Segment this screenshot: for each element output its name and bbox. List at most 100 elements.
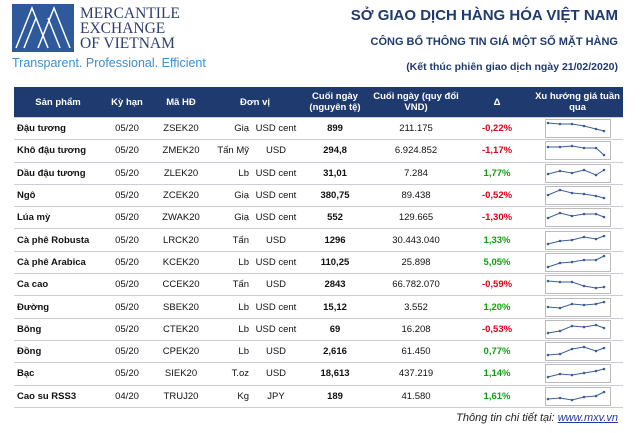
sparkline [544,230,611,250]
column-header: Đơn vị [210,87,301,118]
cell: 15,12 [300,295,371,319]
footer: Thông tin chi tiết tại: www.mxv.vn [456,412,618,424]
sparkline-dot [602,154,605,157]
cell: 1,61% [462,384,533,408]
cell: Dầu đậu tương [14,161,102,185]
cell: USD [252,139,301,163]
cell: 437.219 [370,362,463,386]
sparkline-dot [558,280,561,284]
sparkline-dot [594,370,597,373]
cell: 66.782.070 [370,273,463,297]
cell: 899 [300,116,371,141]
sparkline-dot [546,376,549,379]
cell: 552 [300,206,371,230]
sparkline-dot [558,122,561,126]
cell: CPEK20 [152,339,210,364]
cell: USD cent [252,183,301,208]
sparkline [544,141,611,161]
sparkline-dot [570,324,573,328]
sparkline-dot [546,146,549,149]
cell: USD cent [252,250,301,275]
sparkline [544,186,611,206]
cell: 110,25 [300,250,371,275]
sparkline-dot [570,238,573,241]
column-header: Cuối ngày (quy đổi VND) [370,87,463,118]
cell: Đồng [14,339,102,364]
trend-cell [532,273,624,297]
trend-cell [532,228,624,252]
sparkline-dot [582,325,585,329]
trend-cell [532,161,624,185]
cell: 31,01 [300,161,371,185]
sparkline-dot [546,397,549,401]
cell: Giạ [210,116,252,141]
sparkline [544,297,611,317]
cell: SBEK20 [152,295,210,319]
sparkline-dot [602,254,605,258]
sparkline-dot [582,303,585,306]
sparkline [544,208,611,228]
cell: ZSEK20 [152,116,210,141]
cell: 380,75 [300,183,371,208]
sparkline-dot [602,390,605,394]
sparkline-dot [570,191,573,195]
sparkline-dot [602,129,605,133]
sparkline-dot [602,326,605,330]
cell: 05/20 [102,273,152,297]
cell: USD cent [252,317,301,341]
sparkline-dot [570,145,573,148]
trend-cell [532,384,624,408]
trend-cell [532,362,624,386]
sparkline-dot [570,215,573,218]
cell: USD [252,228,301,252]
sparkline-dot [558,352,561,356]
cell: 05/20 [102,362,152,386]
sparkline-line [547,255,604,268]
data-row: Cà phê Robusta 05/20 LRCK20 Tấn USD 1296 30.44… [14,228,624,252]
sparkline-dot [546,121,549,125]
cell: -0,52% [462,183,533,208]
cell: 89.438 [370,183,463,208]
cell: 05/20 [102,317,152,341]
data-row: Cao su RSS3 04/20 TRUJ20 Kg JPY 189 41.580 1,61… [14,384,624,408]
brand-line: OF VIETNAM [80,35,175,52]
cell: -1,30% [462,206,533,230]
cell: -1,17% [462,139,533,163]
cell: 1296 [300,228,371,252]
sparkline-dot [558,373,561,376]
cell: 30.443.040 [370,228,463,252]
footer-link[interactable]: www.mxv.vn [557,412,618,424]
sparkline-dot [570,302,573,305]
cell: 1,77% [462,161,533,185]
data-row: Cà phê Arabica 05/20 KCEK20 Lb USD cent 110,2… [14,250,624,275]
trend-cell [532,206,624,230]
sparkline-dot [602,216,605,219]
cell: 2,616 [300,339,371,364]
sparkline-dot [582,284,585,288]
sparkline-dot [602,300,605,303]
cell: 1,33% [462,228,533,252]
cell: Tấn [210,228,252,252]
cell: Lb [210,339,252,364]
cell: ZMEK20 [152,139,210,163]
sparkline-dot [602,196,605,200]
trend-cell [532,183,624,208]
sparkline-dot [570,398,573,402]
sparkline-dot [602,234,605,237]
sparkline-line [547,145,604,156]
brand-line: MERCANTILE [80,5,180,22]
sparkline [544,163,611,183]
cell: 61.450 [370,339,463,364]
brand: MERCANTILE EXCHANGE OF VIETNAM [80,5,180,52]
data-row: Đường 05/20 SBEK20 Lb USD cent 15,12 3.552 1,20… [14,295,624,319]
header-row: Sản phẩm Kỳ hạn Mã HĐ Đơn vị Cuối ngày (nguy… [14,87,624,118]
sparkline-dot [558,188,561,192]
cell: USD [252,273,301,297]
sparkline-line [547,368,604,378]
sparkline-dot [602,168,605,172]
cell: JPY [252,384,301,408]
cell: ZLEK20 [152,161,210,185]
cell: SIEK20 [152,362,210,386]
sparkline-line [547,189,604,199]
sparkline-dot [594,349,597,353]
